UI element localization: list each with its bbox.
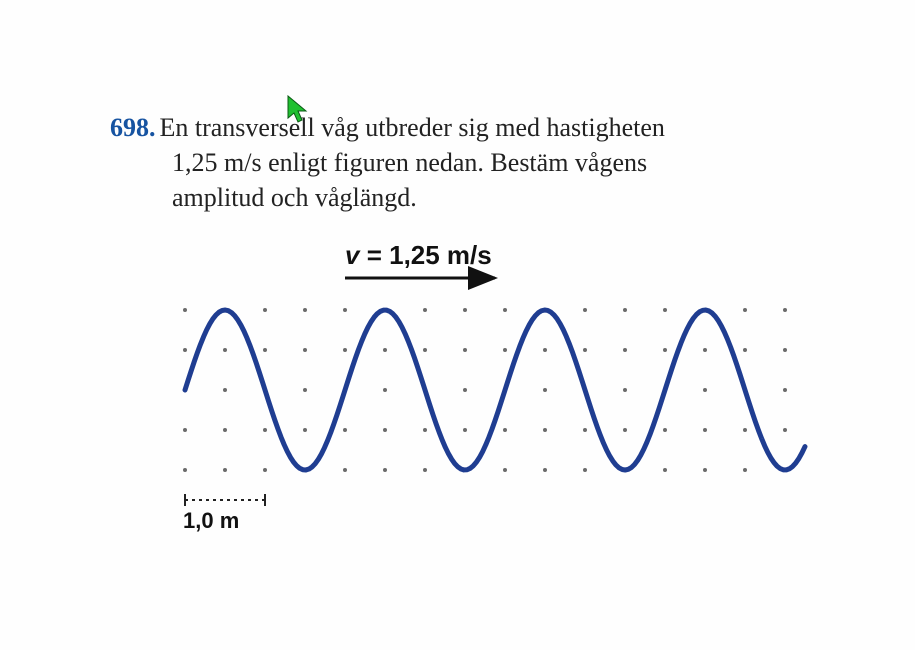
grid-dot — [423, 348, 427, 352]
grid-dot — [303, 388, 307, 392]
grid-dot — [263, 468, 267, 472]
grid-dot — [343, 348, 347, 352]
velocity-eq: = — [359, 240, 389, 270]
grid-dot — [423, 308, 427, 312]
problem-text-line3: amplitud och våglängd. — [172, 180, 417, 215]
grid-dot — [623, 348, 627, 352]
grid-dot — [743, 428, 747, 432]
grid-dot — [783, 428, 787, 432]
velocity-value: 1,25 m/s — [389, 240, 492, 270]
grid-dot — [503, 468, 507, 472]
grid-dot — [183, 308, 187, 312]
problem-block: 698. En transversell våg utbreder sig me… — [110, 110, 810, 215]
grid-dot — [663, 308, 667, 312]
grid-dot — [343, 468, 347, 472]
scale-label: 1,0 m — [183, 508, 239, 534]
grid-dot — [183, 468, 187, 472]
grid-dot — [223, 348, 227, 352]
grid-dot — [263, 308, 267, 312]
grid-dot — [703, 348, 707, 352]
grid-dot — [503, 428, 507, 432]
grid-dot — [623, 308, 627, 312]
grid-dot — [543, 348, 547, 352]
grid-dot — [663, 348, 667, 352]
grid-dot — [463, 428, 467, 432]
grid-dot — [463, 348, 467, 352]
grid-dot — [503, 308, 507, 312]
grid-dot — [663, 468, 667, 472]
grid-dot — [703, 388, 707, 392]
grid-dot — [543, 468, 547, 472]
grid-dot — [543, 428, 547, 432]
problem-text-line1b: versell våg utbreder sig med hastigheten — [245, 113, 664, 142]
grid-dot — [303, 308, 307, 312]
grid-dot — [783, 388, 787, 392]
grid-dot — [623, 428, 627, 432]
grid-dot — [423, 468, 427, 472]
grid-dot — [743, 468, 747, 472]
grid-dot — [383, 388, 387, 392]
grid-dot — [383, 468, 387, 472]
grid-dot — [183, 348, 187, 352]
grid-dot — [423, 428, 427, 432]
grid-dot — [303, 348, 307, 352]
grid-dot — [583, 468, 587, 472]
problem-text-line2: 1,25 m/s enligt figuren nedan. Bestäm vå… — [172, 145, 647, 180]
grid-dot — [783, 308, 787, 312]
grid-dot — [263, 428, 267, 432]
wave-figure-svg — [175, 240, 815, 540]
grid-dot — [343, 308, 347, 312]
grid-dot — [583, 428, 587, 432]
wave-path — [185, 310, 805, 470]
grid-dot — [383, 348, 387, 352]
grid-dot — [703, 428, 707, 432]
grid-dot — [223, 428, 227, 432]
grid-dot — [623, 388, 627, 392]
grid-dot — [223, 388, 227, 392]
grid-dot — [263, 348, 267, 352]
grid-dot — [743, 308, 747, 312]
problem-text-line1a: En trans — [160, 113, 246, 142]
grid-dot — [463, 308, 467, 312]
velocity-label: v = 1,25 m/s — [345, 240, 492, 271]
grid-dot — [703, 468, 707, 472]
grid-dot — [463, 388, 467, 392]
grid-dot — [743, 348, 747, 352]
grid-dot — [343, 428, 347, 432]
figure: v = 1,25 m/s 1,0 m — [175, 240, 815, 540]
grid-dot — [543, 388, 547, 392]
grid-dot — [183, 428, 187, 432]
grid-dot — [783, 348, 787, 352]
velocity-var: v — [345, 240, 359, 270]
problem-number: 698. — [110, 113, 156, 142]
grid-dot — [223, 468, 227, 472]
grid-dot — [383, 428, 387, 432]
grid-dot — [583, 308, 587, 312]
grid-dot — [503, 348, 507, 352]
grid-dot — [663, 428, 667, 432]
grid-dot — [583, 348, 587, 352]
grid-dot — [303, 428, 307, 432]
